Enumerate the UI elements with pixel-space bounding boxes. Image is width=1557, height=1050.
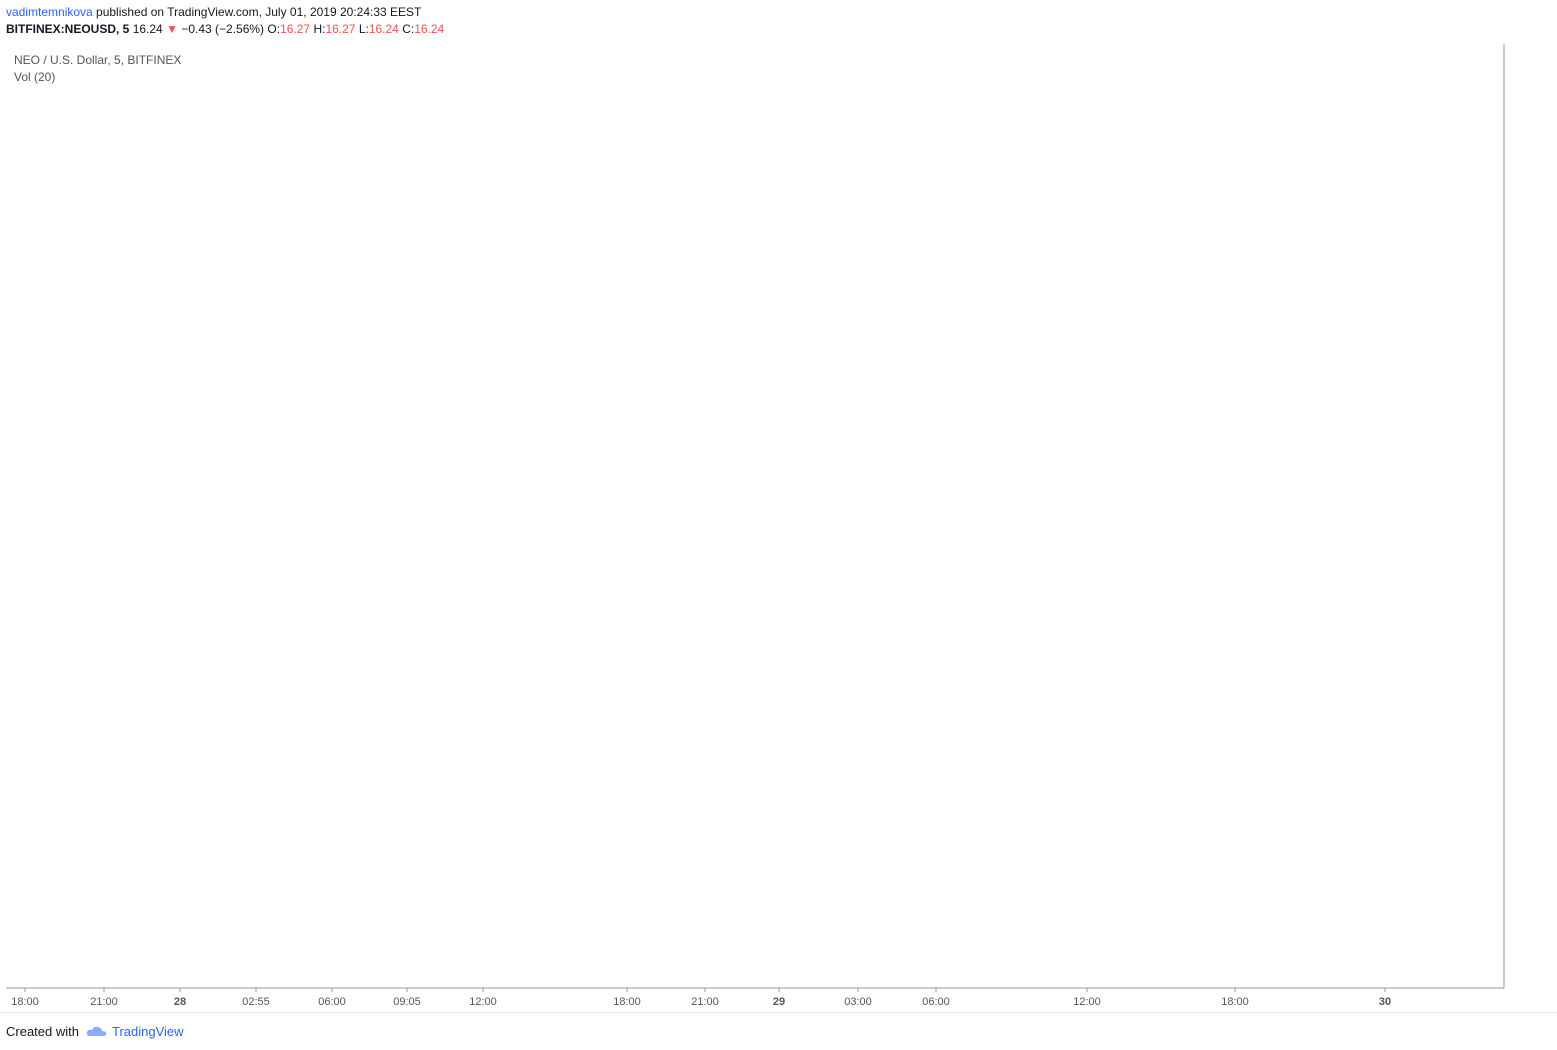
open-value: 16.27 [280, 22, 311, 36]
x-tick-label: 12:00 [469, 996, 497, 1008]
low-label: L: [358, 22, 369, 36]
x-tick-label: 18:00 [1221, 996, 1249, 1008]
x-tick-label: 18:00 [11, 996, 39, 1008]
x-tick-label: 12:00 [1073, 996, 1101, 1008]
low-value: 16.24 [368, 22, 399, 36]
x-tick-label: 21:00 [90, 996, 118, 1008]
x-tick-label: 06:00 [318, 996, 346, 1008]
down-arrow-icon: ▼ [166, 22, 178, 36]
x-tick-label: 28 [174, 996, 186, 1008]
x-tick-label: 29 [773, 996, 785, 1008]
x-tick-label: 18:00 [613, 996, 641, 1008]
symbol-header: BITFINEX:NEOUSD, 5 16.24 ▼ −0.43 (−2.56%… [6, 22, 444, 36]
x-tick-label: 30 [1379, 996, 1391, 1008]
open-label: O: [267, 22, 281, 36]
close-value: 16.24 [414, 22, 445, 36]
footer: Created with TradingView [6, 1024, 184, 1039]
footer-created: Created with [6, 1024, 79, 1039]
tradingview-cloud-icon [86, 1026, 106, 1036]
series-legend: NEO / U.S. Dollar, 5, BITFINEX [14, 53, 182, 67]
last-price: 16.24 [132, 22, 163, 36]
x-tick-label: 09:05 [393, 996, 421, 1008]
footer-divider [0, 1012, 1557, 1013]
x-tick-label: 03:00 [844, 996, 872, 1008]
high-value: 16.27 [325, 22, 356, 36]
x-tick-label: 21:00 [691, 996, 719, 1008]
x-tick-label: 02:55 [242, 996, 270, 1008]
symbol-name: BITFINEX:NEOUSD, 5 [6, 22, 130, 36]
publish-header: vadimtemnikova published on TradingView.… [6, 5, 421, 19]
close-label: C: [402, 22, 415, 36]
volume-legend: Vol (20) [14, 70, 56, 84]
publish-info: published on TradingView.com, July 01, 2… [92, 5, 422, 19]
author-link[interactable]: vadimtemnikova [6, 5, 93, 19]
footer-brand[interactable]: TradingView [112, 1024, 184, 1039]
high-label: H: [313, 22, 326, 36]
price-change: −0.43 (−2.56%) [181, 22, 265, 36]
x-tick-label: 06:00 [922, 996, 950, 1008]
